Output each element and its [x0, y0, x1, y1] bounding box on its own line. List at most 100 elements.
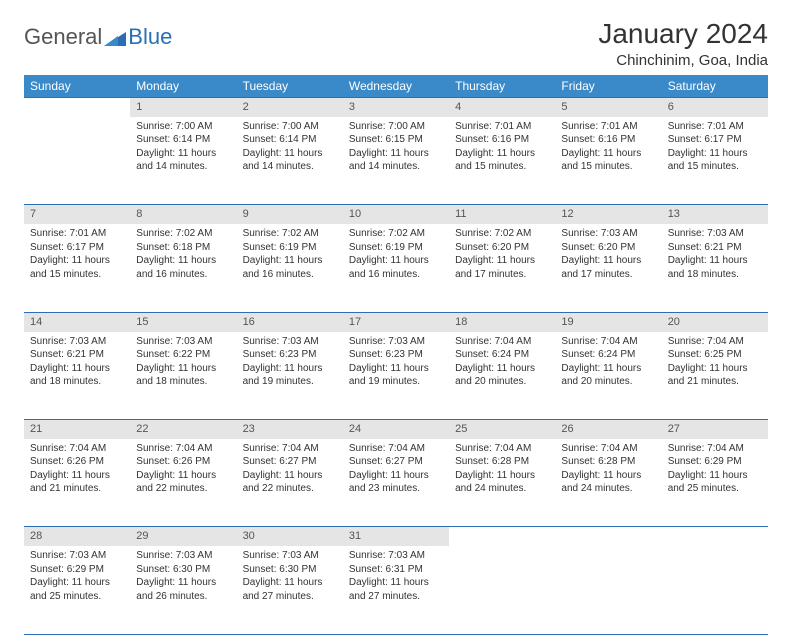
daylight-line: Daylight: 11 hours and 14 minutes.	[243, 147, 337, 174]
sunset-line: Sunset: 6:15 PM	[349, 133, 443, 147]
sunset-line: Sunset: 6:27 PM	[243, 455, 337, 469]
day-header: Saturday	[662, 75, 768, 98]
sunset-line: Sunset: 6:20 PM	[455, 241, 549, 255]
day-content-cell: Sunrise: 7:03 AMSunset: 6:21 PMDaylight:…	[24, 332, 130, 420]
day-header: Tuesday	[237, 75, 343, 98]
sunrise-line: Sunrise: 7:04 AM	[668, 335, 762, 349]
day-content-cell: Sunrise: 7:03 AMSunset: 6:20 PMDaylight:…	[555, 224, 661, 312]
day-content-row: Sunrise: 7:01 AMSunset: 6:17 PMDaylight:…	[24, 224, 768, 312]
sunrise-line: Sunrise: 7:03 AM	[136, 549, 230, 563]
sunset-line: Sunset: 6:14 PM	[136, 133, 230, 147]
day-number-cell: 29	[130, 527, 236, 546]
day-content-cell: Sunrise: 7:04 AMSunset: 6:24 PMDaylight:…	[555, 332, 661, 420]
daylight-line: Daylight: 11 hours and 14 minutes.	[136, 147, 230, 174]
day-content-cell: Sunrise: 7:03 AMSunset: 6:21 PMDaylight:…	[662, 224, 768, 312]
daylight-line: Daylight: 11 hours and 19 minutes.	[243, 362, 337, 389]
sunrise-line: Sunrise: 7:04 AM	[561, 335, 655, 349]
daylight-line: Daylight: 11 hours and 20 minutes.	[455, 362, 549, 389]
sunset-line: Sunset: 6:21 PM	[668, 241, 762, 255]
sunset-line: Sunset: 6:28 PM	[561, 455, 655, 469]
daylight-line: Daylight: 11 hours and 16 minutes.	[136, 254, 230, 281]
day-number-cell: 7	[24, 205, 130, 224]
day-number-cell: 17	[343, 312, 449, 331]
daylight-line: Daylight: 11 hours and 20 minutes.	[561, 362, 655, 389]
sunset-line: Sunset: 6:17 PM	[668, 133, 762, 147]
sunset-line: Sunset: 6:26 PM	[136, 455, 230, 469]
sunset-line: Sunset: 6:21 PM	[30, 348, 124, 362]
sunrise-line: Sunrise: 7:00 AM	[136, 120, 230, 134]
sunset-line: Sunset: 6:23 PM	[349, 348, 443, 362]
sunrise-line: Sunrise: 7:04 AM	[30, 442, 124, 456]
sunset-line: Sunset: 6:28 PM	[455, 455, 549, 469]
day-number-cell: 27	[662, 420, 768, 439]
sunrise-line: Sunrise: 7:01 AM	[561, 120, 655, 134]
day-header: Thursday	[449, 75, 555, 98]
sunset-line: Sunset: 6:22 PM	[136, 348, 230, 362]
sunset-line: Sunset: 6:20 PM	[561, 241, 655, 255]
day-content-row: Sunrise: 7:03 AMSunset: 6:29 PMDaylight:…	[24, 546, 768, 634]
logo-triangle-icon	[104, 28, 126, 46]
day-content-cell: Sunrise: 7:03 AMSunset: 6:23 PMDaylight:…	[343, 332, 449, 420]
daylight-line: Daylight: 11 hours and 23 minutes.	[349, 469, 443, 496]
daylight-line: Daylight: 11 hours and 22 minutes.	[243, 469, 337, 496]
day-number-row: 78910111213	[24, 205, 768, 224]
day-content-cell: Sunrise: 7:03 AMSunset: 6:29 PMDaylight:…	[24, 546, 130, 634]
sunset-line: Sunset: 6:17 PM	[30, 241, 124, 255]
day-number-cell: 15	[130, 312, 236, 331]
day-number-cell: 10	[343, 205, 449, 224]
day-header: Friday	[555, 75, 661, 98]
daylight-line: Daylight: 11 hours and 19 minutes.	[349, 362, 443, 389]
day-content-cell: Sunrise: 7:03 AMSunset: 6:23 PMDaylight:…	[237, 332, 343, 420]
daylight-line: Daylight: 11 hours and 18 minutes.	[668, 254, 762, 281]
day-header: Sunday	[24, 75, 130, 98]
daylight-line: Daylight: 11 hours and 25 minutes.	[668, 469, 762, 496]
day-content-cell: Sunrise: 7:04 AMSunset: 6:28 PMDaylight:…	[449, 439, 555, 527]
sunrise-line: Sunrise: 7:03 AM	[349, 335, 443, 349]
logo: General Blue	[24, 18, 172, 50]
sunrise-line: Sunrise: 7:03 AM	[30, 335, 124, 349]
sunset-line: Sunset: 6:24 PM	[561, 348, 655, 362]
day-content-cell: Sunrise: 7:03 AMSunset: 6:22 PMDaylight:…	[130, 332, 236, 420]
day-number-cell: 14	[24, 312, 130, 331]
day-number-cell: 16	[237, 312, 343, 331]
day-content-cell: Sunrise: 7:02 AMSunset: 6:20 PMDaylight:…	[449, 224, 555, 312]
day-content-cell: Sunrise: 7:01 AMSunset: 6:16 PMDaylight:…	[449, 117, 555, 205]
sunset-line: Sunset: 6:19 PM	[243, 241, 337, 255]
day-content-cell	[449, 546, 555, 634]
sunrise-line: Sunrise: 7:01 AM	[668, 120, 762, 134]
sunrise-line: Sunrise: 7:03 AM	[243, 335, 337, 349]
day-number-cell	[24, 98, 130, 117]
day-number-cell: 19	[555, 312, 661, 331]
day-number-row: 14151617181920	[24, 312, 768, 331]
sunset-line: Sunset: 6:19 PM	[349, 241, 443, 255]
day-content-row: Sunrise: 7:00 AMSunset: 6:14 PMDaylight:…	[24, 117, 768, 205]
day-header-row: SundayMondayTuesdayWednesdayThursdayFrid…	[24, 75, 768, 98]
day-content-row: Sunrise: 7:04 AM Sunset: 6:26 PM Daylight:…	[24, 439, 768, 527]
day-number-cell	[555, 527, 661, 546]
sunrise-line: Sunrise: 7:02 AM	[349, 227, 443, 241]
day-content-cell	[662, 546, 768, 634]
daylight-line: Daylight: 11 hours and 18 minutes.	[30, 362, 124, 389]
daylight-line: Daylight: 11 hours and 18 minutes.	[136, 362, 230, 389]
day-content-cell: Sunrise: 7:00 AMSunset: 6:15 PMDaylight:…	[343, 117, 449, 205]
sunset-line: Sunset: 6:29 PM	[30, 563, 124, 577]
day-number-cell: 8	[130, 205, 236, 224]
day-content-cell: Sunrise: 7:04 AMSunset: 6:26 PMDaylight:…	[24, 439, 130, 527]
page-header: General Blue January 2024 Chinchinim, Go…	[24, 18, 768, 69]
day-number-cell: 20	[662, 312, 768, 331]
day-content-row: Sunrise: 7:03 AMSunset: 6:21 PMDaylight:…	[24, 332, 768, 420]
daylight-line: Daylight: 11 hours and 16 minutes.	[243, 254, 337, 281]
day-number-cell: 13	[662, 205, 768, 224]
sunset-line: Sunset: 6:25 PM	[668, 348, 762, 362]
sunset-line: Sunset: 6:18 PM	[136, 241, 230, 255]
day-number-cell: 2	[237, 98, 343, 117]
day-number-cell: 12	[555, 205, 661, 224]
daylight-line: Daylight: 11 hours and 15 minutes.	[455, 147, 549, 174]
sunset-line: Sunset: 6:27 PM	[349, 455, 443, 469]
daylight-line: Daylight: 11 hours and 17 minutes.	[561, 254, 655, 281]
day-content-cell: Sunrise: 7:01 AMSunset: 6:17 PMDaylight:…	[24, 224, 130, 312]
day-header: Monday	[130, 75, 236, 98]
sunset-line: Sunset: 6:14 PM	[243, 133, 337, 147]
day-number-cell: 24	[343, 420, 449, 439]
day-number-cell: 11	[449, 205, 555, 224]
